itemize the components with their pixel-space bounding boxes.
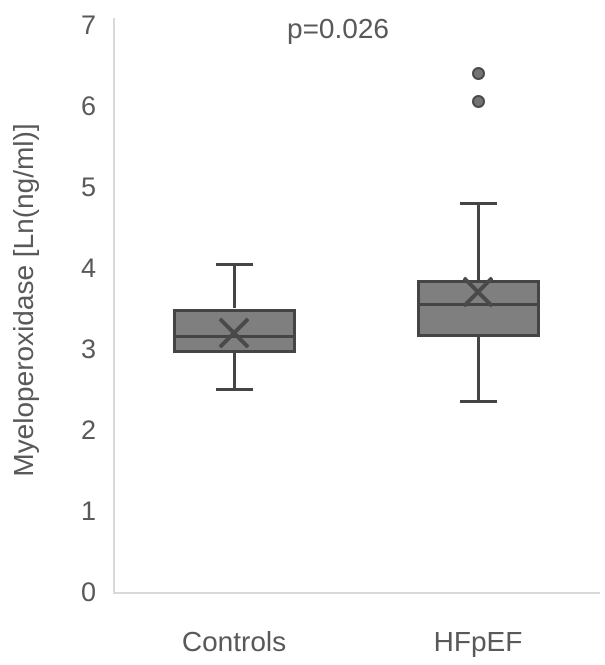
whisker-top-stem bbox=[476, 203, 480, 281]
outlier-point bbox=[471, 67, 485, 81]
whisker-bottom-cap bbox=[459, 399, 497, 403]
y-tick-label: 2 bbox=[80, 415, 96, 445]
y-tick-label: 5 bbox=[80, 172, 96, 202]
x-axis-line bbox=[113, 592, 600, 594]
y-tick-label: 7 bbox=[80, 10, 96, 40]
whisker-top-stem bbox=[232, 263, 236, 309]
outlier-point bbox=[471, 95, 485, 109]
median-line bbox=[172, 335, 296, 339]
whisker-top-cap bbox=[459, 202, 497, 206]
y-tick-label: 0 bbox=[80, 577, 96, 607]
p-value-label: p=0.026 bbox=[287, 13, 389, 44]
whisker-bottom-cap bbox=[215, 387, 253, 391]
y-tick-label: 1 bbox=[80, 496, 96, 526]
y-axis-line bbox=[113, 18, 115, 594]
median-line bbox=[416, 302, 540, 306]
x-category-label: HFpEF bbox=[433, 626, 523, 657]
mean-x-marker bbox=[214, 313, 254, 353]
y-tick-label: 6 bbox=[80, 91, 96, 121]
whisker-top-cap bbox=[215, 262, 253, 266]
y-tick-label: 3 bbox=[80, 334, 96, 364]
whisker-bottom-stem bbox=[232, 353, 236, 390]
mean-x-marker bbox=[458, 272, 498, 312]
whisker-bottom-stem bbox=[476, 336, 480, 402]
y-tick-label: 4 bbox=[80, 253, 96, 283]
x-category-label: Controls bbox=[181, 626, 287, 657]
